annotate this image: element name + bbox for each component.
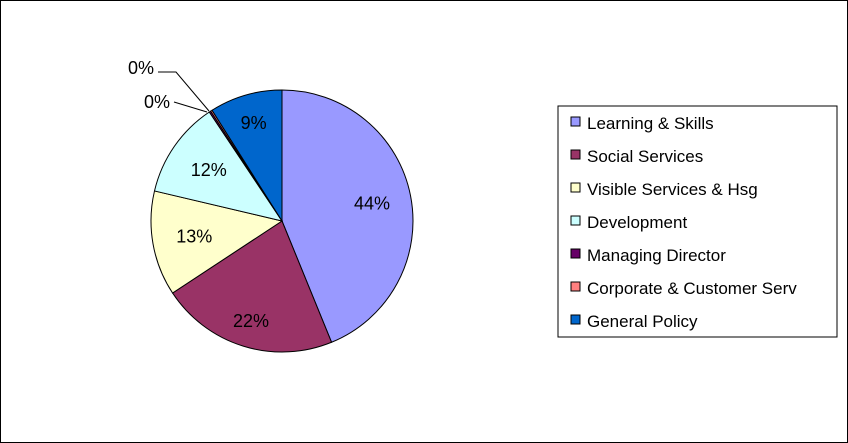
legend-label-managing-director: Managing Director [587,246,726,265]
leader-line-managing-director [173,101,208,113]
legend-label-corporate-and-customer-serv: Corporate & Customer Serv [587,279,797,298]
pie-data-labels: 44% 22% 13% 12% 0% 0% 9% [128,58,390,331]
data-label-managing-director: 0% [144,92,170,112]
legend-label-learning-and-skills: Learning & Skills [587,114,714,133]
data-label-corporate-and-customer-serv: 0% [128,58,154,78]
pie-slice-general-policy [211,89,283,223]
data-label-social-services: 22% [233,311,269,331]
pie-slice-learning-and-skills [281,89,414,343]
legend-box [557,105,838,338]
pie-slice-social-services [171,220,333,353]
data-label-general-policy: 9% [241,113,267,133]
legend: Learning & Skills Social Services Visible … [557,105,838,338]
legend-swatch-development [570,215,581,226]
legend-swatch-general-policy [570,314,581,325]
legend-swatch-learning-and-skills [570,116,581,127]
legend-label-development: Development [587,213,687,232]
legend-swatch-managing-director [570,248,581,259]
legend-label-visible-services-and-hsg: Visible Services & Hsg [587,180,758,199]
legend-swatch-social-services [570,149,581,160]
pie-slices [150,89,414,353]
legend-label-social-services: Social Services [587,147,703,166]
legend-swatch-visible-services-and-hsg [570,182,581,193]
data-label-learning-and-skills: 44% [354,193,390,213]
leader-line-corporate-and-customer-serv [158,71,210,112]
data-label-development: 12% [191,160,227,180]
pie-slice-development [153,111,284,222]
pie-slice-visible-services-and-hsg [150,190,284,294]
data-label-visible-services-and-hsg: 13% [176,227,212,247]
legend-label-general-policy: General Policy [587,312,698,331]
legend-swatch-corporate-and-customer-serv [570,281,581,292]
